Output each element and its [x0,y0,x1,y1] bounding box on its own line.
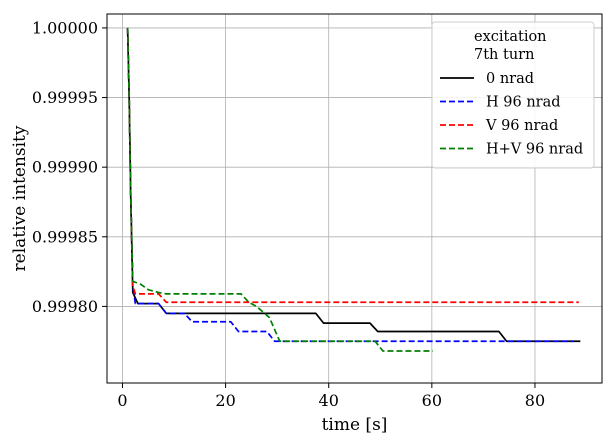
x-tick-label: 40 [319,391,339,410]
series-line-hplusv-96-nrad [126,27,433,352]
plot-frame [106,13,603,384]
x-tick-label: 20 [215,391,235,410]
legend-title: excitation [474,29,547,45]
legend-box [431,21,595,169]
x-tick-label: 0 [117,391,127,410]
y-tick-label: 0.99995 [32,88,98,107]
y-tick-label: 0.99990 [32,158,98,177]
y-tick-label: 1.00000 [32,18,98,37]
legend-label-h-96-nrad: H 96 nrad [486,95,561,111]
legend: excitation 7th turn 0 nrad H 96 nrad V 96 nr… [431,21,595,169]
legend-label-v-96-nrad: V 96 nrad [485,118,558,134]
x-tick-label: 60 [422,391,442,410]
x-tick-label: 80 [525,391,545,410]
y-axis-label: relative intensity [10,125,30,271]
legend-label-hplusv-96-nrad: H+V 96 nrad [486,142,583,158]
ticks: 0 20 40 60 80 0.99980 0.99985 0.99990 0.99995 1.0… [32,18,545,410]
x-axis-label: time [s] [322,415,388,435]
plot-lines [126,27,581,352]
legend-label-0-nrad: 0 nrad [486,71,534,87]
legend-title: 7th turn [474,47,534,63]
y-tick-label: 0.99980 [32,297,98,316]
y-tick-label: 0.99985 [32,227,98,246]
